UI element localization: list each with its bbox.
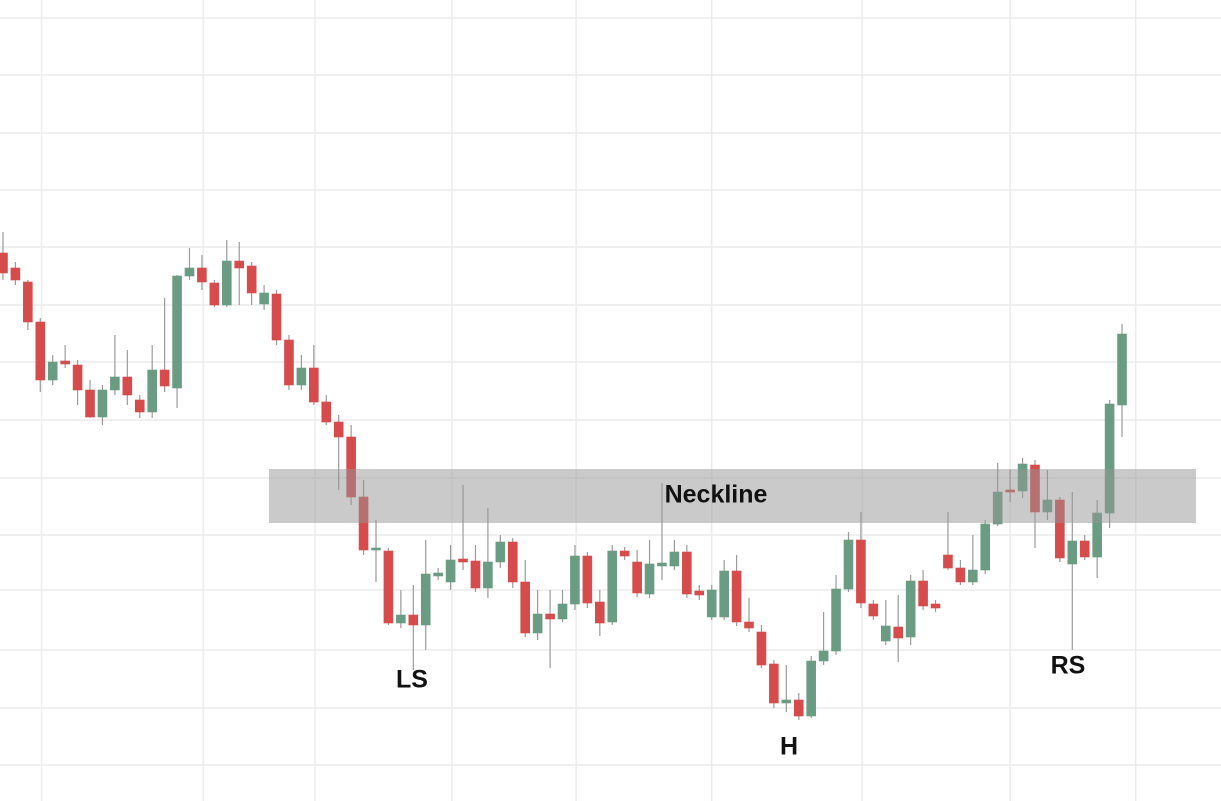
candle-body <box>433 572 443 577</box>
candle-body <box>744 621 754 629</box>
candle-body <box>408 614 419 626</box>
candle-body <box>545 613 555 620</box>
pattern-label: H <box>780 733 798 761</box>
candle-body <box>134 399 145 413</box>
candle-body <box>458 558 468 563</box>
candle-body <box>284 339 294 386</box>
candle-body <box>943 554 953 569</box>
candle-body <box>234 260 245 269</box>
candle-body <box>246 265 257 294</box>
candle-body <box>72 364 83 391</box>
candle-body <box>657 562 667 567</box>
candle-body <box>632 561 642 594</box>
candle-body <box>47 361 58 381</box>
candle-body <box>259 292 269 305</box>
candle-body <box>856 539 866 604</box>
candle-body <box>197 267 207 283</box>
candle-body <box>769 663 779 704</box>
candle-body <box>147 369 157 413</box>
candle-body <box>520 581 531 634</box>
candle-body <box>10 267 21 281</box>
candle-body <box>694 590 705 596</box>
candle-body <box>719 570 729 618</box>
candle-body <box>731 570 742 623</box>
candle-body <box>309 367 319 403</box>
candle-body <box>843 539 854 590</box>
candle-body <box>570 555 580 605</box>
candle-body <box>955 567 966 583</box>
candle-body <box>321 401 332 423</box>
candle-body <box>968 569 978 583</box>
candle-body <box>607 550 618 623</box>
candle-body <box>682 551 692 595</box>
candle-body <box>1117 333 1127 406</box>
candle-body <box>669 551 680 567</box>
candle-body <box>0 252 8 274</box>
candle-body <box>159 369 170 387</box>
candle-body <box>1079 540 1090 558</box>
candle-body <box>271 293 282 341</box>
candle-body <box>818 650 829 662</box>
candle-body <box>793 699 804 717</box>
candle-body <box>557 603 568 620</box>
candle-body <box>980 523 991 571</box>
candle-body <box>184 267 195 277</box>
candle-body <box>644 563 655 595</box>
candle-body <box>85 389 95 418</box>
candle-body <box>483 561 493 589</box>
candle-body <box>110 376 120 391</box>
candle-body <box>97 389 108 418</box>
candle-body <box>706 589 717 618</box>
candle-body <box>905 580 916 638</box>
zone-label: Neckline <box>665 481 768 509</box>
candle-body <box>122 376 133 396</box>
candle-body <box>296 367 307 386</box>
candle-body <box>781 699 792 704</box>
pattern-label: LS <box>396 666 428 694</box>
candle-body <box>333 421 344 438</box>
candle-body <box>172 275 182 389</box>
candle-body <box>868 603 879 617</box>
candle-body <box>880 625 891 642</box>
candle-body <box>831 588 841 652</box>
candle-body <box>35 321 46 381</box>
candle-body <box>893 626 904 639</box>
candle-body <box>383 550 394 624</box>
candle-body <box>1067 540 1078 565</box>
candle-body <box>470 560 481 589</box>
candle-body <box>209 282 220 306</box>
candle-body <box>619 550 630 557</box>
candle-body <box>507 541 518 583</box>
pattern-label: RS <box>1051 652 1086 680</box>
candle-body <box>582 555 593 604</box>
candle-body <box>23 281 33 323</box>
candle-body <box>930 603 941 609</box>
candle-body <box>396 614 406 624</box>
candle-body <box>595 601 605 624</box>
candle-body <box>371 547 381 551</box>
neckline-zone <box>269 469 1196 523</box>
candle-body <box>420 573 431 626</box>
candle-body <box>756 631 767 666</box>
candle-body <box>918 580 928 607</box>
candle-body <box>806 660 816 717</box>
candle-body <box>60 360 70 365</box>
candle-body <box>445 559 456 583</box>
candle-body <box>221 260 232 306</box>
candle-body <box>532 613 543 634</box>
candle-body <box>495 541 506 563</box>
